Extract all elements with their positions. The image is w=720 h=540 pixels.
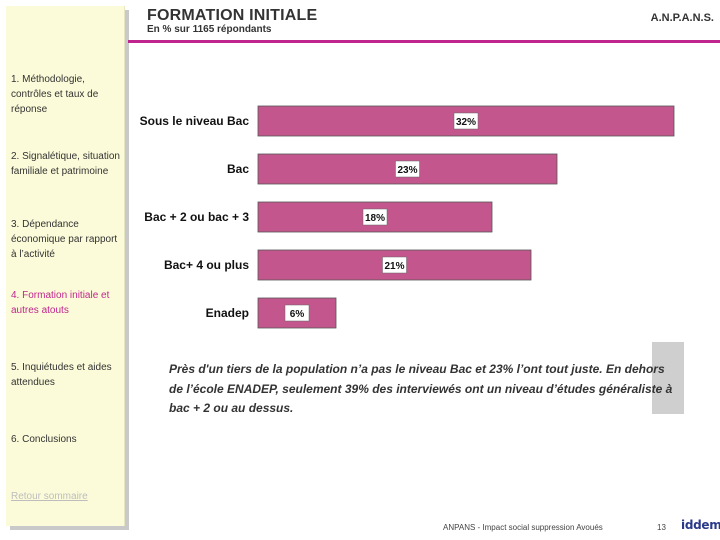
category-label: Sous le niveau Bac [140,114,250,128]
data-label-box [382,256,407,274]
sidebar: 1. Méthodologie, contrôles et taux de ré… [6,6,125,526]
data-label-box [395,160,420,178]
sidebar-item-dependance[interactable]: 3. Dépendance économique par rapport à l… [11,219,118,260]
brand-name: A.N.P.A.N.S. [650,12,714,24]
sidebar-item-signaletique[interactable]: 2. Signalétique, situation familiale et … [11,151,120,177]
sidebar-item-formation[interactable]: 4. Formation initiale et autres atouts [11,290,110,316]
footer-text: ANPANS - Impact social suppression Avoué… [443,523,603,532]
category-label: Bac + 2 ou bac + 3 [144,210,249,224]
data-label-box [284,304,310,322]
data-label: 23% [397,165,417,176]
decorative-shade [652,342,684,414]
bar-chart: Sous le niveau Bac 32% Bac 23% Bac + 2 ou ba… [140,105,675,329]
sidebar-item-methodologie[interactable]: 1. Méthodologie, contrôles et taux de ré… [11,74,99,115]
page-subtitle: En % sur 1165 répondants [147,24,272,35]
page-title: FORMATION INITIALE [147,7,318,24]
category-label: Bac [227,162,249,176]
data-label-box [362,208,388,226]
data-label: 32% [456,117,476,128]
return-summary-link[interactable]: Retour sommaire [11,491,88,502]
data-label: 21% [384,261,404,272]
page-number: 13 [657,523,666,532]
sidebar-item-inquietudes[interactable]: 5. Inquiétudes et aides attendues [11,362,112,388]
data-label-box [453,112,479,130]
data-label: 6% [290,309,305,320]
chart-description: Près d'un tiers de la population n’a pas… [169,362,673,415]
header-divider [128,40,720,43]
category-label: Bac+ 4 ou plus [164,258,249,272]
data-label: 18% [365,213,385,224]
category-label: Enadep [206,306,249,320]
iddem-logo: iddem [681,518,720,532]
sidebar-item-conclusions[interactable]: 6. Conclusions [11,434,77,445]
